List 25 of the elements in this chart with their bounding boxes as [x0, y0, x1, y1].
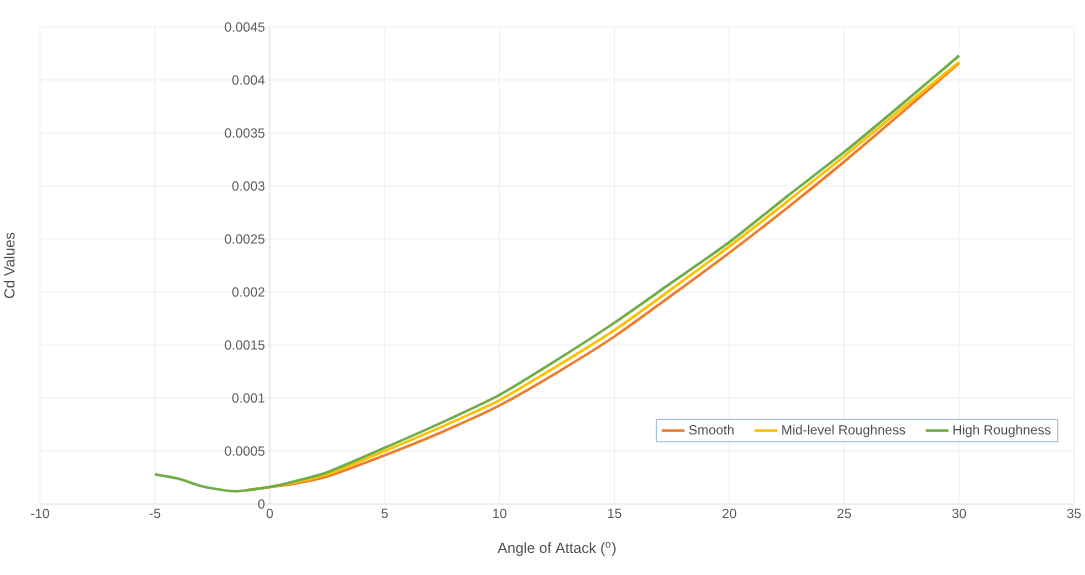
x-tick-label: 25 — [837, 508, 852, 519]
y-tick-label: 0.0015 — [224, 340, 265, 350]
x-tick-label: 15 — [608, 508, 622, 519]
y-tick-label: 0.004 — [232, 75, 265, 85]
legend-label: Mid-level Roughness — [782, 424, 906, 438]
x-tick-label: 5 — [381, 508, 388, 519]
x-tick-label: 35 — [1067, 508, 1081, 519]
x-tick-label: 20 — [722, 508, 737, 519]
y-tick-label: 0.003 — [232, 181, 265, 191]
x-tick-label: 10 — [493, 508, 507, 519]
legend-label: High Roughness — [953, 424, 1051, 438]
y-tick-label: 0.001 — [232, 393, 265, 403]
x-axis-title: Angle of Attack ($^{o}$) — [497, 542, 616, 556]
y-tick-label: 0.0045 — [224, 22, 265, 32]
x-tick-label: 0 — [266, 508, 273, 519]
x-tick-label: -10 — [30, 508, 50, 519]
y-tick-label: 0.002 — [232, 287, 265, 297]
y-axis-title: Cd Values — [3, 232, 15, 299]
x-tick-label: -5 — [149, 508, 161, 519]
y-tick-label: 0.0005 — [224, 446, 265, 456]
y-tick-label: 0.0035 — [224, 128, 265, 138]
y-tick-label: 0.0025 — [224, 234, 265, 244]
x-tick-label: 30 — [952, 508, 967, 519]
legend-label: Smooth — [689, 424, 734, 435]
y-tick-label: 0 — [258, 499, 265, 509]
